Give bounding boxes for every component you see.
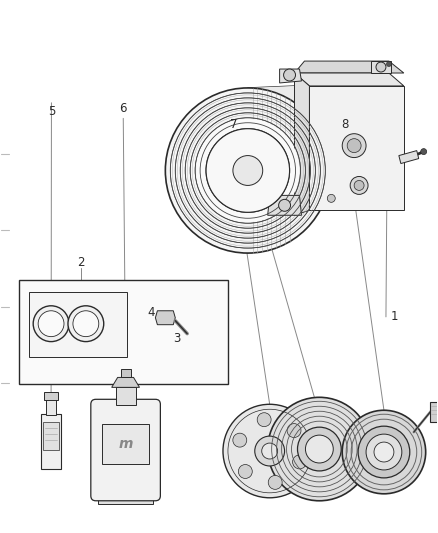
Circle shape	[327, 195, 335, 203]
Circle shape	[376, 62, 386, 72]
Circle shape	[38, 311, 64, 337]
Circle shape	[165, 88, 330, 253]
Text: m: m	[118, 437, 133, 451]
Circle shape	[354, 181, 364, 190]
Circle shape	[358, 426, 410, 478]
Circle shape	[262, 443, 278, 459]
FancyBboxPatch shape	[44, 392, 58, 400]
Polygon shape	[120, 369, 131, 377]
Circle shape	[287, 424, 301, 438]
Circle shape	[206, 129, 290, 212]
Circle shape	[228, 151, 268, 190]
Polygon shape	[371, 61, 391, 73]
Circle shape	[366, 434, 402, 470]
Circle shape	[213, 136, 283, 205]
Text: 4: 4	[148, 306, 155, 319]
Circle shape	[238, 465, 252, 479]
Circle shape	[268, 397, 371, 501]
FancyBboxPatch shape	[29, 292, 127, 357]
FancyBboxPatch shape	[91, 399, 160, 501]
FancyBboxPatch shape	[116, 387, 135, 405]
Polygon shape	[294, 73, 404, 86]
Circle shape	[233, 433, 247, 447]
Circle shape	[421, 149, 427, 155]
Circle shape	[68, 306, 104, 342]
Circle shape	[255, 436, 285, 466]
Circle shape	[305, 435, 333, 463]
Circle shape	[33, 306, 69, 342]
Circle shape	[268, 475, 282, 489]
FancyBboxPatch shape	[430, 402, 438, 422]
Circle shape	[342, 410, 426, 494]
Polygon shape	[294, 73, 309, 215]
FancyBboxPatch shape	[43, 422, 59, 450]
FancyBboxPatch shape	[41, 414, 61, 469]
Polygon shape	[294, 61, 404, 73]
Text: 7: 7	[230, 118, 238, 131]
Circle shape	[223, 404, 316, 498]
Circle shape	[279, 199, 290, 211]
Polygon shape	[279, 69, 301, 83]
Circle shape	[257, 413, 271, 426]
Circle shape	[206, 129, 290, 212]
Polygon shape	[399, 151, 419, 164]
FancyBboxPatch shape	[98, 494, 153, 504]
Circle shape	[196, 119, 300, 222]
Circle shape	[293, 455, 307, 469]
Text: 1: 1	[391, 310, 399, 324]
Circle shape	[73, 311, 99, 337]
Text: 6: 6	[120, 102, 127, 115]
Text: 2: 2	[77, 255, 85, 269]
Circle shape	[386, 62, 392, 67]
Text: 8: 8	[342, 118, 349, 131]
Text: 5: 5	[48, 105, 55, 118]
Polygon shape	[309, 86, 404, 211]
Circle shape	[350, 176, 368, 195]
FancyBboxPatch shape	[19, 280, 228, 384]
Circle shape	[283, 69, 296, 81]
Circle shape	[347, 139, 361, 152]
Polygon shape	[112, 377, 140, 387]
Polygon shape	[268, 196, 301, 215]
Polygon shape	[155, 311, 175, 325]
FancyBboxPatch shape	[102, 424, 149, 464]
FancyBboxPatch shape	[46, 399, 56, 415]
Circle shape	[297, 427, 341, 471]
Circle shape	[233, 156, 263, 185]
Circle shape	[342, 134, 366, 158]
Circle shape	[374, 442, 394, 462]
Polygon shape	[248, 86, 294, 253]
Text: 3: 3	[173, 332, 181, 344]
